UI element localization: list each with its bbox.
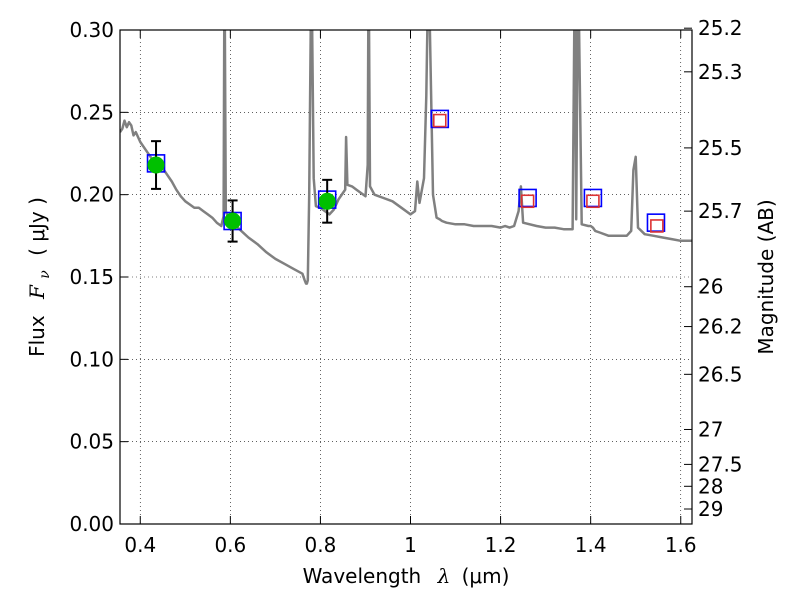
upper-limit-marker xyxy=(432,113,447,128)
y2-tick-label: 27 xyxy=(698,417,723,441)
model-photometry-marker xyxy=(430,109,450,129)
x-axis-symbol: λ xyxy=(437,564,451,588)
y2-tick-label: 25.7 xyxy=(698,199,743,223)
sed-model-line xyxy=(120,30,692,285)
axis-ticks: 0.4 0.6 0.8 1 1.2 1.4 1.6 0.00 0.05 0.10 0.15 0.20 0… xyxy=(69,16,742,557)
y-axis-unit: ( μJy ) xyxy=(25,197,49,256)
y2-tick-label: 26.5 xyxy=(698,362,743,386)
detection-point xyxy=(224,212,242,230)
x-tick-label: 1 xyxy=(404,533,417,557)
y2-tick-label: 26.2 xyxy=(698,315,743,339)
y-tick-label: 0.20 xyxy=(69,183,114,207)
y2-tick-label: 27.5 xyxy=(698,452,743,476)
x-axis-title: Wavelength λ (μm) xyxy=(303,564,510,588)
x-tick-label: 1.6 xyxy=(665,533,697,557)
y-axis-symbol: F xyxy=(25,284,49,300)
y-axis-title: Flux F ν ( μJy ) xyxy=(25,197,54,357)
y2-tick-label: 25.2 xyxy=(698,16,743,40)
detection-point xyxy=(147,156,165,174)
upper-limit-marker xyxy=(586,194,600,209)
upper-limit-marker xyxy=(650,219,664,233)
x-axis-unit: (μm) xyxy=(462,564,510,588)
x-tick-label: 1.4 xyxy=(575,533,607,557)
y-axis-subscript: ν xyxy=(37,270,53,279)
y2-tick-label: 28 xyxy=(698,474,723,498)
upper-limit-marker xyxy=(520,194,535,209)
x-tick-label: 1.2 xyxy=(485,533,517,557)
x-axis-label: Wavelength xyxy=(303,564,422,588)
x-tick-label: 0.6 xyxy=(214,533,246,557)
y-tick-label: 0.10 xyxy=(69,347,114,371)
y2-tick-label: 29 xyxy=(698,497,723,521)
y-tick-label: 0.05 xyxy=(69,430,114,454)
series-layer xyxy=(120,30,692,285)
y2-tick-label: 25.5 xyxy=(698,136,743,160)
y-tick-label: 0.25 xyxy=(69,100,114,124)
y2-axis-title: Magnitude (AB) xyxy=(754,199,778,354)
x-tick-label: 0.8 xyxy=(305,533,337,557)
y-tick-label: 0.15 xyxy=(69,265,114,289)
y-tick-label: 0.30 xyxy=(69,18,114,42)
y-tick-label: 0.00 xyxy=(69,512,114,536)
x-tick-label: 0.4 xyxy=(124,533,156,557)
y2-tick-label: 25.3 xyxy=(698,60,743,84)
detection-point xyxy=(318,192,336,210)
y2-tick-label: 26 xyxy=(698,275,723,299)
y-axis-label: Flux xyxy=(25,315,49,357)
